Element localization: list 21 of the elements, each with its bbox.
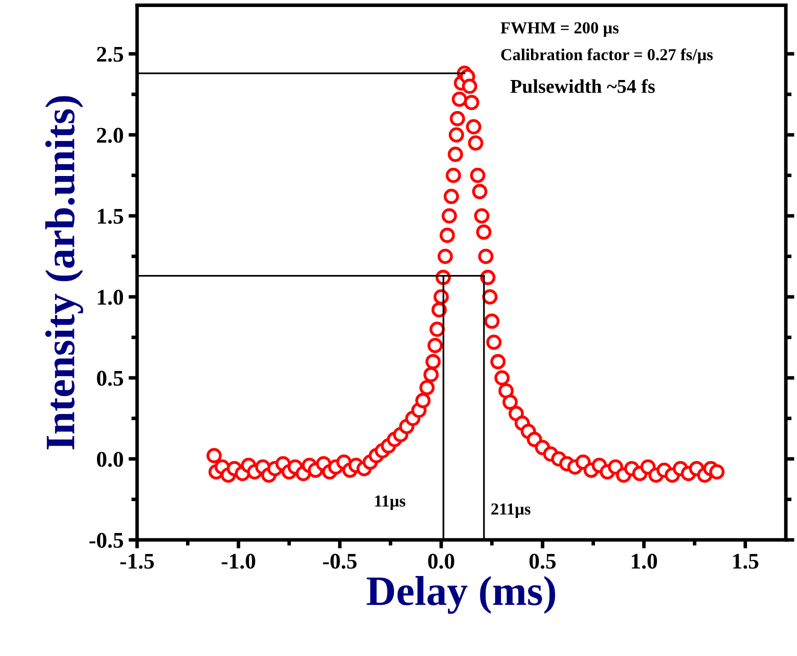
x-tick-label: -1.0 <box>222 554 256 569</box>
annotation: 11µs <box>375 495 406 510</box>
annotation: 211µs <box>491 503 530 518</box>
x-tick-label: -0.5 <box>323 554 357 569</box>
annotation: Pulsewidth ~54 fs <box>510 79 655 94</box>
y-tick-label: 2.0 <box>97 128 124 143</box>
x-tick-label: 1.5 <box>733 554 758 569</box>
x-tick-label: 1.0 <box>632 554 657 569</box>
y-tick-label: 1.5 <box>98 208 124 224</box>
y-tick-label: -0.5 <box>90 532 124 548</box>
y-axis-title: Intensity (arb.units) <box>45 96 84 450</box>
x-axis-title: Delay (ms) <box>366 576 556 614</box>
x-tick-label: -1.5 <box>120 554 154 569</box>
y-tick-label: 0.5 <box>96 370 124 386</box>
annotation: Calibration factor = 0.27 fs/µs <box>501 48 713 64</box>
x-tick-label: 0.0 <box>428 554 454 569</box>
y-tick-label: 1.0 <box>98 290 124 305</box>
y-tick-label: 0.0 <box>96 452 124 467</box>
annotation: FWHM = 200 µs <box>500 22 619 37</box>
y-tick-label: 2.5 <box>97 46 124 62</box>
x-tick-label: 0.5 <box>530 554 556 569</box>
